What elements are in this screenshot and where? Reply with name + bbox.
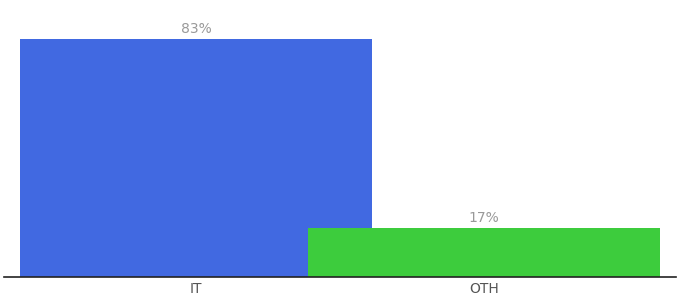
Bar: [20, 39, 372, 277]
Text: 17%: 17%: [469, 211, 499, 225]
Bar: [308, 228, 660, 277]
Text: 83%: 83%: [181, 22, 211, 36]
